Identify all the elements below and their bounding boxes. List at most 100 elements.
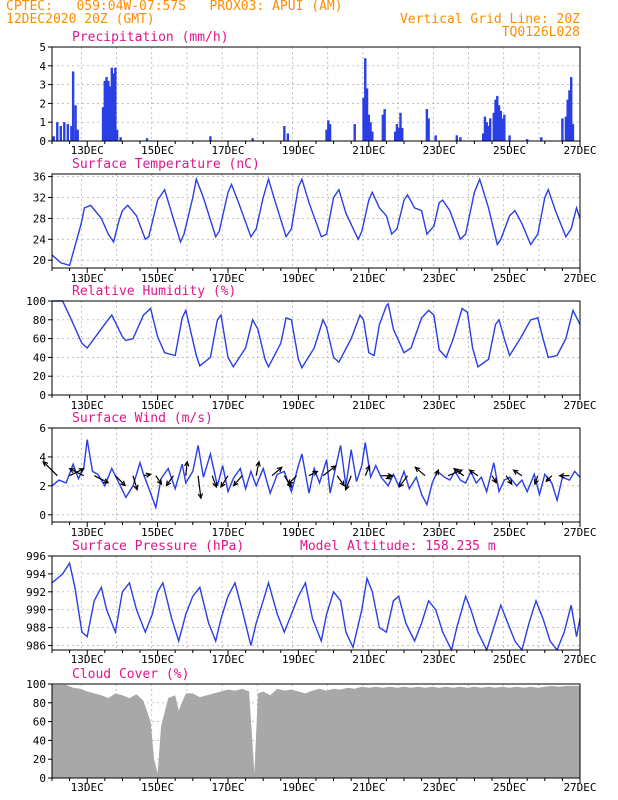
wind-arrow-head bbox=[398, 481, 404, 489]
precip-bar bbox=[568, 90, 571, 141]
wind-arrow-head bbox=[120, 480, 127, 487]
x-tick-label: 27DEC bbox=[563, 781, 596, 794]
precip-bar bbox=[383, 109, 386, 141]
precip-bar bbox=[564, 116, 568, 141]
wind-arrow bbox=[453, 468, 465, 477]
x-tick-label: 19DEC bbox=[282, 653, 315, 666]
precip-bar bbox=[112, 73, 115, 141]
header-date-line: 12DEC2020 20Z (GMT) bbox=[6, 12, 155, 27]
panel-title: Precipitation (mm/h) bbox=[72, 30, 229, 45]
x-tick-label: 17DEC bbox=[211, 781, 244, 794]
x-tick-label: 21DEC bbox=[352, 653, 385, 666]
panel-6: Cloud Cover (%) 0 20 40 60 80 100 13DEC 15DEC 17D… bbox=[26, 667, 596, 794]
wind-arrow bbox=[114, 475, 126, 486]
y-tick-label: 28 bbox=[33, 212, 46, 225]
x-tick-label: 21DEC bbox=[352, 781, 385, 794]
precip-bar bbox=[66, 124, 70, 141]
precip-bar bbox=[367, 114, 370, 141]
precip-bar bbox=[145, 138, 149, 141]
wind-arrow-head bbox=[156, 479, 163, 486]
panel-frame bbox=[51, 555, 581, 651]
x-tick-label: 27DEC bbox=[563, 144, 596, 157]
wind-arrow bbox=[233, 475, 243, 486]
precip-bar bbox=[485, 122, 488, 141]
wind-arrow bbox=[398, 475, 408, 488]
precip-bar bbox=[487, 125, 490, 141]
y-tick-label: 986 bbox=[26, 640, 46, 653]
x-tick-label: 27DEC bbox=[563, 399, 596, 412]
precip-bar bbox=[455, 135, 458, 141]
y-tick-label: 4 bbox=[39, 451, 46, 464]
precip-bar bbox=[399, 112, 402, 141]
y-tick-label: 36 bbox=[33, 171, 46, 184]
wind-arrow-head bbox=[512, 469, 519, 475]
precip-bar bbox=[101, 107, 105, 141]
x-tick-label: 13DEC bbox=[71, 653, 104, 666]
x-tick-label: 13DEC bbox=[71, 272, 104, 285]
header-run-id: TQ0126L028 bbox=[501, 25, 580, 40]
precip-bar bbox=[566, 99, 569, 141]
wind-arrow bbox=[447, 469, 463, 477]
wind-arrow bbox=[336, 475, 345, 486]
wind-arrow bbox=[414, 466, 426, 477]
y-tick-label: 100 bbox=[26, 295, 46, 308]
x-tick-label: 21DEC bbox=[352, 399, 385, 412]
x-tick-label: 23DEC bbox=[423, 399, 456, 412]
precip-bar bbox=[401, 127, 404, 141]
y-tick-label: 990 bbox=[26, 604, 46, 617]
precip-bar bbox=[364, 58, 367, 141]
wind-arrow bbox=[132, 475, 138, 490]
wind-arrow-head bbox=[339, 480, 345, 487]
panel-5: Surface Pressure (hPa) Model Altitude: 15… bbox=[26, 539, 596, 666]
y-tick-label: 80 bbox=[33, 697, 46, 710]
precip-bar bbox=[496, 95, 499, 141]
series-line bbox=[51, 176, 581, 267]
wind-arrow bbox=[42, 461, 58, 477]
y-tick-label: 60 bbox=[33, 716, 46, 729]
wind-arrow-head bbox=[255, 460, 261, 467]
precip-bar bbox=[365, 88, 369, 141]
y-tick-label: 3 bbox=[39, 79, 46, 92]
wind-arrow-head bbox=[42, 460, 49, 467]
x-tick-label: 19DEC bbox=[282, 272, 315, 285]
precip-bar bbox=[427, 118, 430, 141]
wind-arrow-head bbox=[491, 477, 497, 484]
wind-arrow-head bbox=[507, 479, 513, 486]
x-tick-label: 15DEC bbox=[141, 653, 174, 666]
precip-bar bbox=[103, 80, 106, 141]
wind-arrow-head bbox=[287, 479, 294, 486]
y-tick-label: 996 bbox=[26, 550, 46, 563]
y-tick-label: 5 bbox=[39, 41, 46, 54]
series-line bbox=[51, 561, 581, 653]
x-tick-label: 17DEC bbox=[211, 526, 244, 539]
wind-arrow-head bbox=[68, 468, 75, 474]
wind-arrow-head bbox=[533, 479, 539, 486]
y-tick-label: 20 bbox=[33, 753, 46, 766]
precip-bar bbox=[499, 110, 502, 141]
x-tick-label: 13DEC bbox=[71, 144, 104, 157]
precip-bar bbox=[328, 124, 332, 141]
y-tick-label: 0 bbox=[39, 389, 46, 402]
precip-bar bbox=[434, 135, 437, 141]
precip-bar bbox=[115, 129, 119, 141]
panel-3: Relative Humidity (%) 0 20 40 60 80 100 13DEC 15… bbox=[26, 284, 596, 412]
precip-bar bbox=[286, 133, 290, 141]
wind-arrow bbox=[155, 475, 162, 485]
x-tick-label: 13DEC bbox=[71, 399, 104, 412]
y-tick-label: 100 bbox=[26, 678, 46, 691]
wind-arrow-head bbox=[545, 476, 552, 483]
precip-bar bbox=[561, 118, 564, 141]
precip-bar bbox=[425, 109, 429, 141]
precip-bar bbox=[501, 118, 504, 141]
x-tick-label: 19DEC bbox=[282, 526, 315, 539]
precip-bar bbox=[570, 77, 573, 141]
precip-bar bbox=[371, 131, 374, 141]
wind-arrow-head bbox=[145, 472, 152, 478]
wind-arrow-head bbox=[452, 467, 460, 474]
y-tick-label: 2 bbox=[39, 97, 46, 110]
precip-bar bbox=[571, 124, 575, 141]
wind-arrow bbox=[185, 461, 188, 476]
header-grid-note: Vertical Grid Line: 20Z bbox=[399, 12, 580, 27]
panel-frame bbox=[51, 300, 581, 396]
